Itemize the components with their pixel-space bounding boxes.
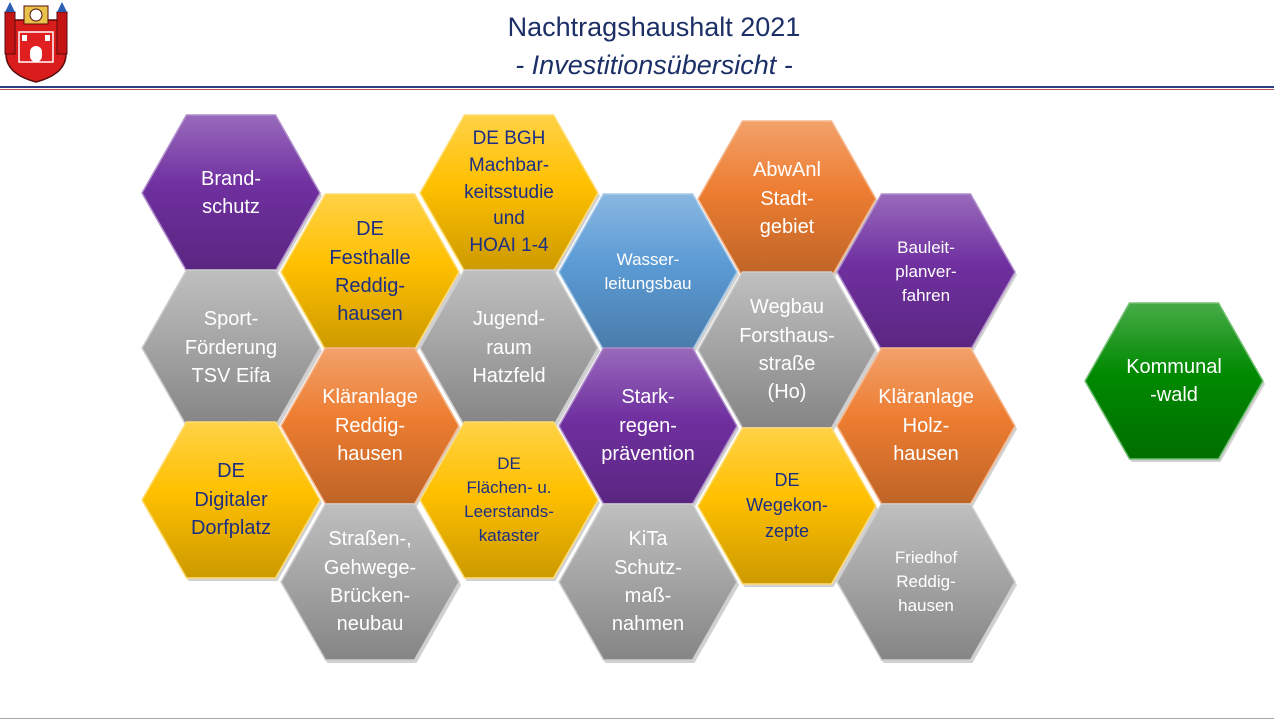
hexagon-wegekonzepte <box>697 427 877 585</box>
hexagon-shadow <box>283 351 461 507</box>
hexagon-strassen-gehwege <box>280 503 460 661</box>
hexagon-label-klaeranlage-holzhausen: Kläranlage Holz- hausen <box>878 386 974 466</box>
footer-divider <box>0 718 1274 719</box>
hexagon-label-brandschutz: Brand- schutz <box>200 167 262 218</box>
hexagon-klaeranlage-holzhausen <box>836 347 1016 505</box>
hexagon-label-kita-schutz: KiTa Schutz- maß- nahmen <box>611 528 685 636</box>
hexagon-shadow <box>561 197 739 353</box>
hexagon-kommunalwald <box>1084 302 1264 460</box>
hexagon-label-wegbau-forsthaus: Wegbau Forsthaus- straße (Ho) <box>739 296 835 404</box>
header-divider-red <box>0 89 1274 90</box>
hexagon-label-kommunalwald: Kommunal -wald <box>1126 355 1222 406</box>
hexagon-shadow <box>561 507 739 663</box>
hexagon-shadow <box>422 118 600 274</box>
hexagon-shadow <box>422 425 600 581</box>
hexagon-shadow <box>839 197 1017 353</box>
hexagon-shadow <box>144 425 322 581</box>
hexagon-flaechenkataster <box>419 421 599 579</box>
hexagon-friedhof-reddighausen <box>836 503 1016 661</box>
hexagon-label-starkregenpraevention: Stark- regen- prävention <box>601 386 695 466</box>
hexagon-shadow <box>144 118 322 274</box>
hexagon-label-bauleitplanverfahren: Bauleit- planver- fahren <box>895 237 957 306</box>
hexagon-shadow <box>839 351 1017 507</box>
hexagon-shadow <box>1087 306 1265 462</box>
hexagon-brandschutz <box>141 114 321 272</box>
hexagon-label-bgh-machbarkeitsstudie: DE BGH Machbar- keitsstudie und HOAI 1-4 <box>464 127 554 257</box>
hexagon-bauleitplanverfahren <box>836 193 1016 351</box>
hexagon-shadow <box>700 275 878 431</box>
hexagon-shadow <box>700 431 878 587</box>
hexagon-shadow <box>144 273 322 429</box>
hexagon-label-flaechenkataster: DE Flächen- u. Leerstands- kataster <box>464 453 554 546</box>
hexagon-shadow <box>283 507 461 663</box>
hexagon-shadow <box>283 197 461 353</box>
hexagon-sportfoerderung <box>141 269 321 427</box>
hexagon-label-klaeranlage-reddighausen: Kläranlage Reddig- hausen <box>322 386 418 466</box>
hexagon-wegbau-forsthaus <box>697 271 877 429</box>
hexagon-label-abwanl-stadtgebiet: AbwAnl Stadt- gebiet <box>753 159 821 239</box>
hexagon-klaeranlage-reddighausen <box>280 347 460 505</box>
hexagon-label-digitaler-dorfplatz: DE Digitaler Dorfplatz <box>190 460 272 540</box>
hexagon-label-festhalle: DE Festhalle Reddig- hausen <box>329 218 411 326</box>
hexagon-kita-schutz <box>558 503 738 661</box>
hexagon-label-wegekonzepte: DE Wegekon- zepte <box>746 469 828 541</box>
hexagon-shadow <box>561 351 739 507</box>
hexagon-shadow <box>422 273 600 429</box>
hexagon-label-jugendraum: Jugend- raum Hatzfeld <box>472 308 546 388</box>
hexagon-shadow <box>700 124 878 280</box>
hexagon-jugendraum <box>419 269 599 427</box>
page-title: Nachtragshaushalt 2021 <box>507 12 801 42</box>
hexagon-label-sportfoerderung: Sport- Förderung TSV Eifa <box>184 308 278 388</box>
header-divider-blue <box>0 86 1274 88</box>
city-crest-logo <box>4 2 68 83</box>
hexagon-shadow <box>839 507 1017 663</box>
hexagon-label-strassen-gehwege: Straßen-, Gehwege- Brücken- neubau <box>323 528 417 636</box>
hexagon-starkregenpraevention <box>558 347 738 505</box>
hexagon-abwanl-stadtgebiet <box>697 120 877 278</box>
hexagon-label-friedhof-reddighausen: Friedhof Reddig- hausen <box>894 547 958 616</box>
hexagon-festhalle <box>280 193 460 351</box>
hexagon-digitaler-dorfplatz <box>141 421 321 579</box>
hexagon-bgh-machbarkeitsstudie <box>419 114 599 272</box>
hexagon-wasserleitungsbau <box>558 193 738 351</box>
hexagon-label-wasserleitungsbau: Wasser- leitungsbau <box>604 249 692 293</box>
page-subtitle: - Investitionsübersicht - <box>515 50 793 80</box>
